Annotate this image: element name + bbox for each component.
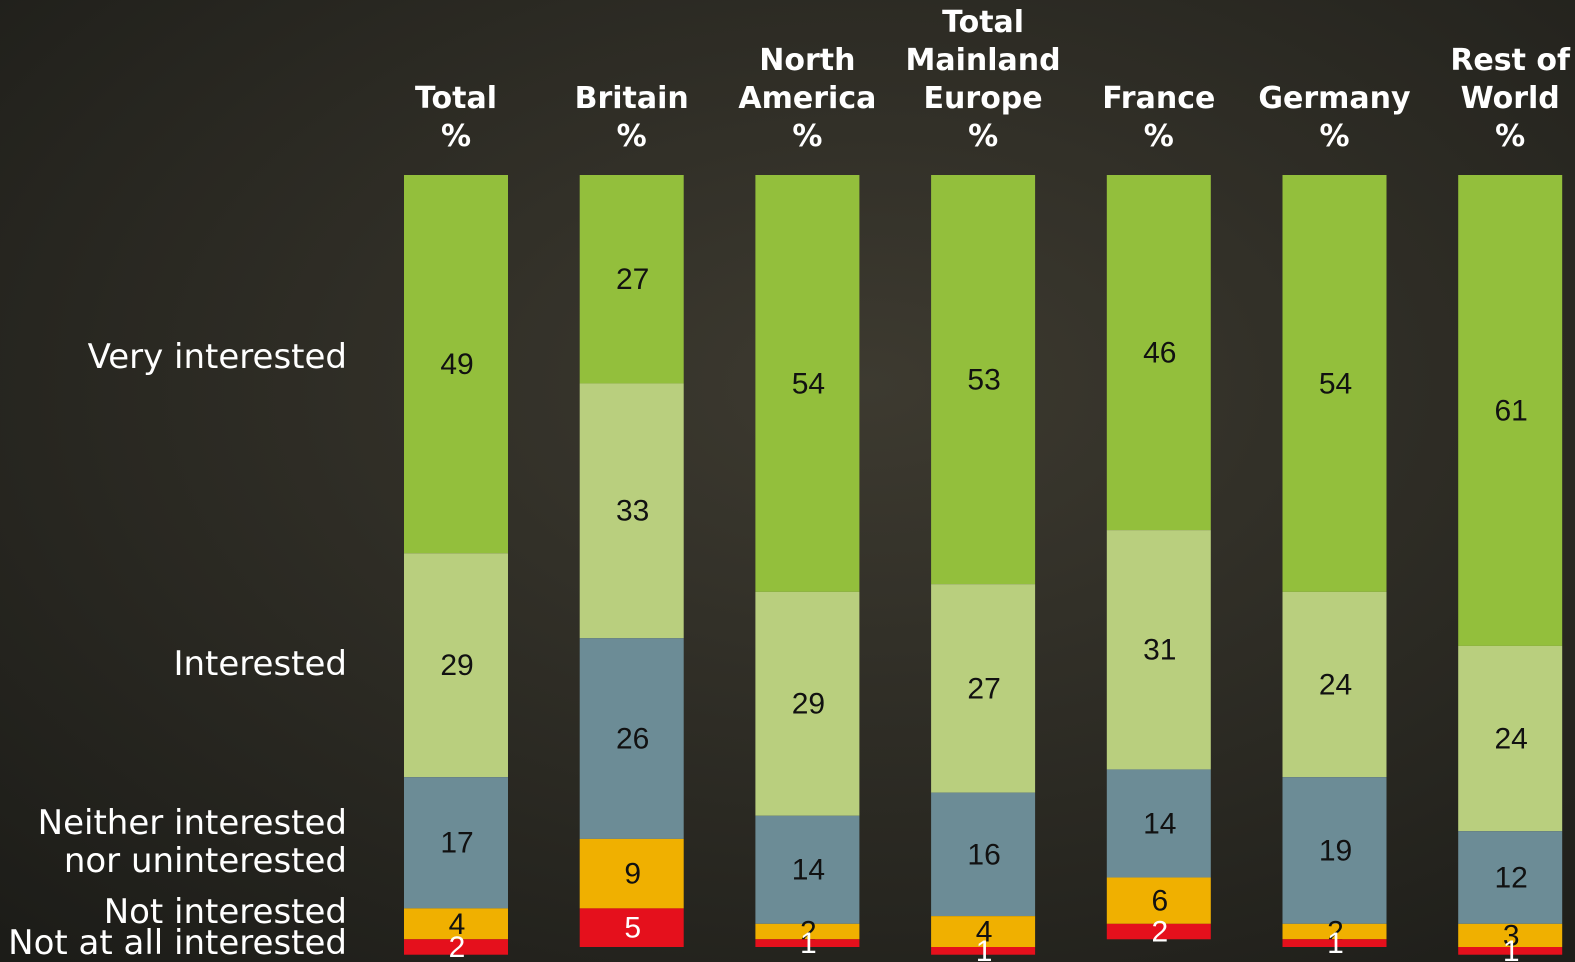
value-label: 26 [616, 722, 649, 755]
value-label: 17 [440, 827, 473, 860]
bar-segment [931, 916, 1036, 947]
value-label: 33 [616, 495, 649, 528]
bar-segment [1106, 769, 1211, 878]
value-label: 2 [449, 931, 466, 962]
bar-segment [1458, 645, 1563, 832]
row-label: Interested [173, 644, 347, 684]
row-label: Not at all interested [8, 923, 347, 962]
column-header: France% [1102, 81, 1215, 154]
value-label: 53 [967, 364, 1000, 397]
bar-segment [1106, 877, 1211, 924]
bar-segment [1282, 939, 1387, 947]
value-label: 1 [976, 935, 993, 962]
bar-segment [931, 792, 1036, 917]
column-header: North America% [738, 43, 876, 154]
bar-segment [755, 591, 860, 816]
bar-segment [404, 939, 508, 955]
bar-segment [579, 383, 684, 639]
value-label: 27 [616, 263, 649, 296]
bar-segment [931, 175, 1036, 585]
row-label: Neither interested nor uninterested [38, 802, 347, 880]
bar-segment [1458, 175, 1563, 646]
bar-segment [1458, 923, 1563, 947]
bar-segment [404, 908, 508, 940]
bar-segment [755, 175, 860, 592]
bar-segment [755, 815, 860, 924]
bar-segment [931, 947, 1036, 955]
column-header: Rest of World% [1450, 43, 1571, 154]
bar-segment [579, 838, 684, 909]
column-header: Total Mainland Europe% [906, 5, 1061, 154]
bar-segment [1282, 777, 1387, 924]
value-label: 3 [1503, 919, 1520, 952]
value-label: 29 [440, 649, 473, 682]
value-label: 14 [792, 854, 825, 887]
bar-segment [1458, 947, 1563, 955]
bar-segment [404, 777, 508, 909]
bar-segment [1282, 175, 1387, 592]
value-label: 54 [792, 367, 825, 400]
column-header: Britain% [575, 81, 689, 154]
value-label: 1 [1503, 935, 1520, 962]
value-label: 1 [800, 927, 817, 960]
value-label: 27 [967, 672, 1000, 705]
bar-segment [579, 908, 684, 947]
bar-segment [1106, 923, 1211, 940]
value-label: 6 [1151, 885, 1168, 918]
column-header: Total% [415, 81, 497, 154]
value-label: 16 [967, 838, 1000, 871]
value-label: 31 [1143, 634, 1176, 667]
value-label: 49 [440, 348, 473, 381]
bar-segment [755, 923, 860, 940]
bar-segment [579, 175, 684, 384]
value-label: 29 [792, 688, 825, 721]
value-label: 24 [1495, 722, 1528, 755]
value-label: 1 [1327, 927, 1344, 960]
bar-segment [1106, 530, 1211, 770]
value-label: 4 [976, 915, 993, 948]
value-label: 5 [624, 912, 641, 945]
bar-segment [404, 553, 508, 778]
value-label: 2 [1151, 915, 1168, 948]
bar-segment [931, 584, 1036, 793]
value-label: 24 [1319, 668, 1352, 701]
value-label: 14 [1143, 807, 1176, 840]
value-label: 61 [1495, 394, 1528, 427]
value-label: 4 [449, 908, 466, 941]
value-label: 12 [1495, 861, 1528, 894]
row-label: Not interested [104, 892, 347, 932]
value-label: 46 [1143, 336, 1176, 369]
bar-segment [404, 175, 508, 554]
bar-segment [1458, 831, 1563, 924]
value-label: 19 [1319, 834, 1352, 867]
bar-segment [1282, 591, 1387, 778]
bar-segment [1106, 175, 1211, 531]
bar-segment [579, 638, 684, 839]
bar-segment [1282, 923, 1387, 940]
column-header: Germany% [1258, 81, 1411, 154]
value-label: 54 [1319, 367, 1352, 400]
value-label: 9 [624, 858, 641, 891]
bar-segment [755, 939, 860, 947]
row-label: Very interested [88, 337, 347, 377]
